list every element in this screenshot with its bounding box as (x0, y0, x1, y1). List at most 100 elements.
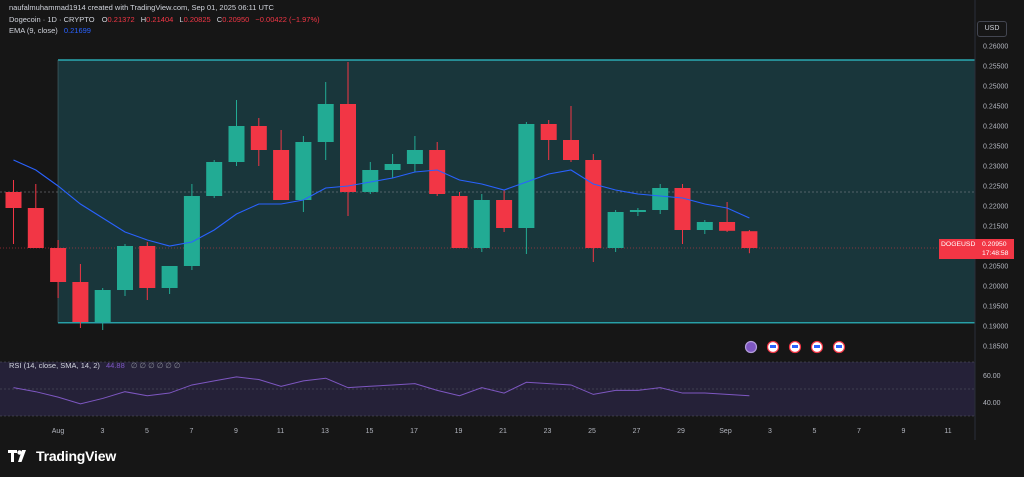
price-axis-label: 0.25000 (983, 84, 1008, 91)
rsi-legend[interactable]: RSI (14, close, SMA, 14, 2) 44.88 ∅ ∅ ∅ … (9, 361, 180, 370)
candle-up[interactable] (473, 200, 490, 248)
symbol-ohlc-line: Dogecoin · 1D · CRYPTO O0.21372 H0.21404… (9, 15, 320, 24)
candle-up[interactable] (117, 246, 133, 290)
time-axis-label: 7 (190, 428, 194, 435)
price-tag-countdown: 17:48:58 (982, 250, 1009, 257)
ema-legend[interactable]: EMA (9, close) 0.21699 (9, 26, 91, 35)
candle-down[interactable] (27, 208, 44, 248)
price-chart[interactable]: 0.26000 0.25500 0.25000 0.24500 0.24000 0.235… (0, 0, 1024, 440)
time-axis-label: 15 (366, 428, 374, 435)
rsi-line[interactable] (13, 376, 750, 405)
candle-down[interactable] (496, 200, 513, 228)
candle-up[interactable] (183, 196, 200, 266)
tradingview-logo[interactable]: TradingView (8, 448, 116, 464)
price-axis-label: 0.25500 (983, 64, 1008, 71)
candle-down[interactable] (273, 150, 290, 200)
ohlc-change: −0.00422 (−1.97%) (255, 15, 320, 24)
candle-up[interactable] (384, 164, 401, 170)
candle-down[interactable] (451, 196, 468, 248)
candle-up[interactable] (295, 142, 312, 200)
symbol-label[interactable]: Dogecoin · 1D · CRYPTO (9, 15, 95, 24)
price-tag: DOGEUSD 0.20950 17:48:58 (939, 239, 1014, 259)
time-axis-label: 19 (455, 428, 463, 435)
candle-up[interactable] (362, 170, 379, 192)
ema-label: EMA (9, close) (9, 26, 58, 35)
rsi-placeholders: ∅ ∅ ∅ ∅ ∅ ∅ (130, 361, 181, 370)
tradingview-brand: TradingView (36, 448, 117, 464)
time-axis-label: 27 (633, 428, 641, 435)
currency-button[interactable]: USD (977, 21, 1007, 37)
candle-down[interactable] (429, 150, 446, 194)
price-axis-label: 0.21500 (983, 224, 1008, 231)
candle-up[interactable] (206, 162, 223, 196)
candle-down[interactable] (540, 124, 557, 140)
candle-down[interactable] (5, 192, 22, 208)
candle-up[interactable] (629, 210, 646, 212)
time-axis-label: 25 (588, 428, 596, 435)
candle-down[interactable] (50, 248, 67, 282)
time-axis-label: 11 (944, 428, 951, 435)
price-axis-label: 0.19500 (983, 304, 1008, 311)
flag-icon-stripe (814, 345, 820, 348)
price-axis-label: 0.18500 (983, 344, 1008, 351)
time-axis-label: 11 (277, 428, 284, 435)
candle-up[interactable] (161, 266, 178, 288)
channel-fill (58, 60, 975, 323)
flag-icon-stripe (836, 345, 842, 348)
ohlc-low: L0.20825 (179, 15, 211, 24)
candle-down[interactable] (741, 231, 758, 248)
flag-icon-stripe (792, 345, 798, 348)
time-axis-label: 29 (677, 428, 685, 435)
time-axis-label: 7 (857, 428, 861, 435)
candle-up[interactable] (406, 150, 423, 164)
candle-up[interactable] (696, 222, 713, 230)
ohlc-open: O0.21372 (101, 15, 135, 24)
time-axis-label: 21 (499, 428, 507, 435)
time-axis-label: 5 (145, 428, 149, 435)
created-by-text: naufalmuhammad1914 created with TradingV… (9, 3, 274, 12)
candle-up[interactable] (228, 126, 245, 162)
candle-down[interactable] (250, 126, 267, 150)
candle-down[interactable] (563, 140, 579, 160)
footer (0, 440, 1024, 477)
chart-area[interactable]: 0.26000 0.25500 0.25000 0.24500 0.24000 0.235… (0, 0, 1024, 440)
price-axis-label: 0.23000 (983, 164, 1008, 171)
rsi-axis-label: 40.00 (983, 400, 1001, 407)
price-axis-label: 0.24500 (983, 104, 1008, 111)
candle-up[interactable] (94, 290, 111, 322)
time-axis-label: 3 (101, 428, 105, 435)
candle-up[interactable] (518, 124, 535, 228)
flag-icon-stripe (770, 345, 776, 348)
ema-value: 0.21699 (63, 26, 91, 35)
candle-down[interactable] (585, 160, 602, 248)
time-axis-label: 9 (902, 428, 906, 435)
time-axis-label: 5 (813, 428, 817, 435)
candle-down[interactable] (674, 188, 691, 230)
time-axis-label: 3 (768, 428, 772, 435)
candle-up[interactable] (652, 188, 669, 210)
price-axis-label: 0.26000 (983, 44, 1008, 51)
price-axis-label: 0.20500 (983, 264, 1008, 271)
price-tag-symbol: DOGEUSD (941, 241, 976, 248)
rsi-axis-label: 60.00 (983, 373, 1001, 380)
candle-down[interactable] (340, 104, 356, 192)
time-axis-label: Aug (52, 428, 65, 435)
time-axis-label: Sep (719, 428, 732, 435)
candle-up[interactable] (317, 104, 334, 142)
price-axis-label: 0.24000 (983, 124, 1008, 131)
candle-down[interactable] (139, 246, 156, 288)
price-axis-label: 0.22000 (983, 204, 1008, 211)
candle-down[interactable] (719, 222, 736, 231)
ohlc-high: H0.21404 (140, 15, 174, 24)
tradingview-logo-icon (8, 450, 26, 462)
ema-line[interactable] (13, 159, 750, 247)
price-tag-price: 0.20950 (982, 241, 1007, 248)
price-axis-label: 0.23500 (983, 144, 1008, 151)
ohlc-close: C0.20950 (216, 15, 250, 24)
time-axis-label: 9 (234, 428, 238, 435)
event-icon[interactable] (744, 340, 758, 354)
price-axis-label: 0.19000 (983, 324, 1008, 331)
candle-down[interactable] (72, 282, 89, 322)
price-axis-label: 0.20000 (983, 284, 1008, 291)
candle-up[interactable] (607, 212, 624, 248)
